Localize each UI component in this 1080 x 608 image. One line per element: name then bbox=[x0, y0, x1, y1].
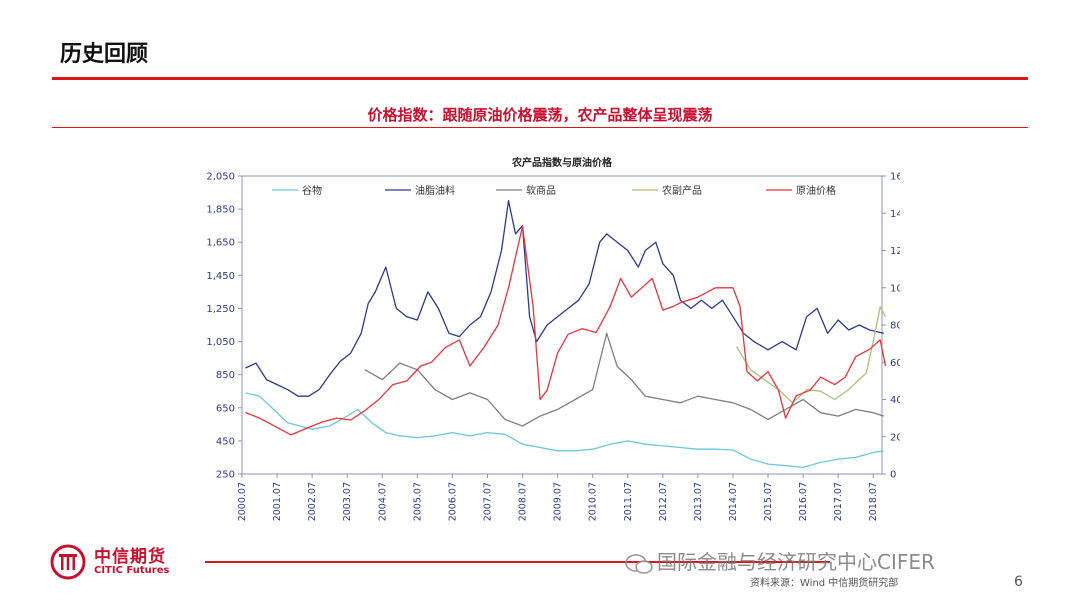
footer-divider bbox=[205, 561, 830, 563]
x-axis-tick-label: 2017.07 bbox=[833, 482, 844, 521]
right-axis-tick-label: 20 bbox=[890, 432, 900, 443]
right-axis-tick-label: 140 bbox=[890, 209, 900, 220]
x-axis-tick-label: 2004.07 bbox=[377, 482, 388, 521]
x-axis-tick-label: 2003.07 bbox=[342, 482, 353, 521]
x-axis-tick-label: 2009.07 bbox=[553, 482, 564, 521]
x-axis-tick-label: 2011.07 bbox=[623, 482, 634, 521]
x-axis-tick-label: 2010.07 bbox=[588, 482, 599, 521]
x-axis-tick-label: 2013.07 bbox=[693, 482, 704, 521]
price-index-chart: 农产品指数与原油价格 2,050 1,850 1,650 1,450 1,250 1,050… bbox=[206, 156, 900, 521]
x-axis-tick-label: 2002.07 bbox=[307, 482, 318, 521]
title-divider bbox=[52, 77, 1028, 80]
x-axis-tick-label: 2007.07 bbox=[482, 482, 493, 521]
right-axis-tick-label: 100 bbox=[890, 283, 900, 294]
right-axis-tick-label: 120 bbox=[890, 246, 900, 257]
legend-label: 软商品 bbox=[526, 184, 556, 197]
page-number: 6 bbox=[1014, 574, 1023, 590]
left-axis-tick-label: 1,050 bbox=[206, 337, 235, 348]
x-axis-tick-label: 2015.07 bbox=[763, 482, 774, 521]
watermark-text: 国际金融与经济研究中心CIFER bbox=[657, 550, 935, 574]
citic-logo-icon bbox=[50, 544, 86, 580]
right-axis-tick-label: 60 bbox=[890, 358, 900, 369]
right-axis-tick-label: 160 bbox=[890, 172, 900, 183]
left-axis-tick-label: 1,650 bbox=[206, 238, 235, 249]
legend-label: 油脂油料 bbox=[415, 184, 455, 197]
left-axis-tick-label: 450 bbox=[216, 436, 235, 447]
right-axis-tick-label: 80 bbox=[890, 321, 900, 332]
subtitle-divider bbox=[52, 127, 1028, 128]
x-axis-tick-label: 2016.07 bbox=[798, 482, 809, 521]
left-axis-tick-label: 2,050 bbox=[206, 172, 235, 183]
series-line-谷物 bbox=[245, 392, 884, 469]
right-axis-tick-label: 0 bbox=[890, 470, 896, 481]
x-axis-tick-label: 2008.07 bbox=[518, 482, 529, 521]
x-axis-tick-label: 2012.07 bbox=[658, 482, 669, 521]
legend-label: 原油价格 bbox=[796, 184, 836, 197]
x-axis-tick-label: 2005.07 bbox=[412, 482, 423, 521]
right-axis-tick-label: 40 bbox=[890, 395, 900, 406]
legend-label: 谷物 bbox=[302, 184, 322, 197]
page-title: 历史回顾 bbox=[60, 42, 149, 67]
legend-label: 农副产品 bbox=[662, 184, 702, 197]
slide-subtitle: 价格指数：跟随原油价格震荡，农产品整体呈现震荡 bbox=[367, 106, 713, 124]
x-axis-tick-label: 2006.07 bbox=[447, 482, 458, 521]
plot-frame bbox=[241, 175, 883, 475]
series-line-油脂油料 bbox=[245, 200, 884, 397]
left-axis-tick-label: 850 bbox=[216, 370, 235, 381]
left-axis-tick-label: 250 bbox=[216, 470, 235, 481]
left-axis-tick-label: 1,250 bbox=[206, 304, 235, 315]
logo-english-name: CITIC Futures bbox=[94, 565, 170, 576]
x-axis-tick-label: 2001.07 bbox=[272, 482, 283, 521]
x-axis-tick-label: 2000.07 bbox=[237, 482, 248, 521]
logo-chinese-name: 中信期货 bbox=[94, 547, 166, 567]
x-axis-tick-label: 2014.07 bbox=[728, 482, 739, 521]
left-axis-tick-label: 650 bbox=[216, 403, 235, 414]
data-source: 资料来源：Wind 中信期货研究部 bbox=[750, 578, 899, 589]
left-axis-tick-label: 1,850 bbox=[206, 205, 235, 216]
x-axis-tick-label: 2018.07 bbox=[868, 482, 879, 521]
wechat-icon bbox=[625, 553, 653, 574]
left-axis-tick-label: 1,450 bbox=[206, 271, 235, 282]
citic-futures-logo: 中信期货 CITIC Futures bbox=[50, 542, 250, 582]
chart-title: 农产品指数与原油价格 bbox=[511, 156, 613, 169]
series-line-原油价格 bbox=[245, 225, 887, 436]
series-line-软商品 bbox=[364, 332, 884, 427]
watermark: 国际金融与经济研究中心CIFER bbox=[625, 546, 935, 575]
